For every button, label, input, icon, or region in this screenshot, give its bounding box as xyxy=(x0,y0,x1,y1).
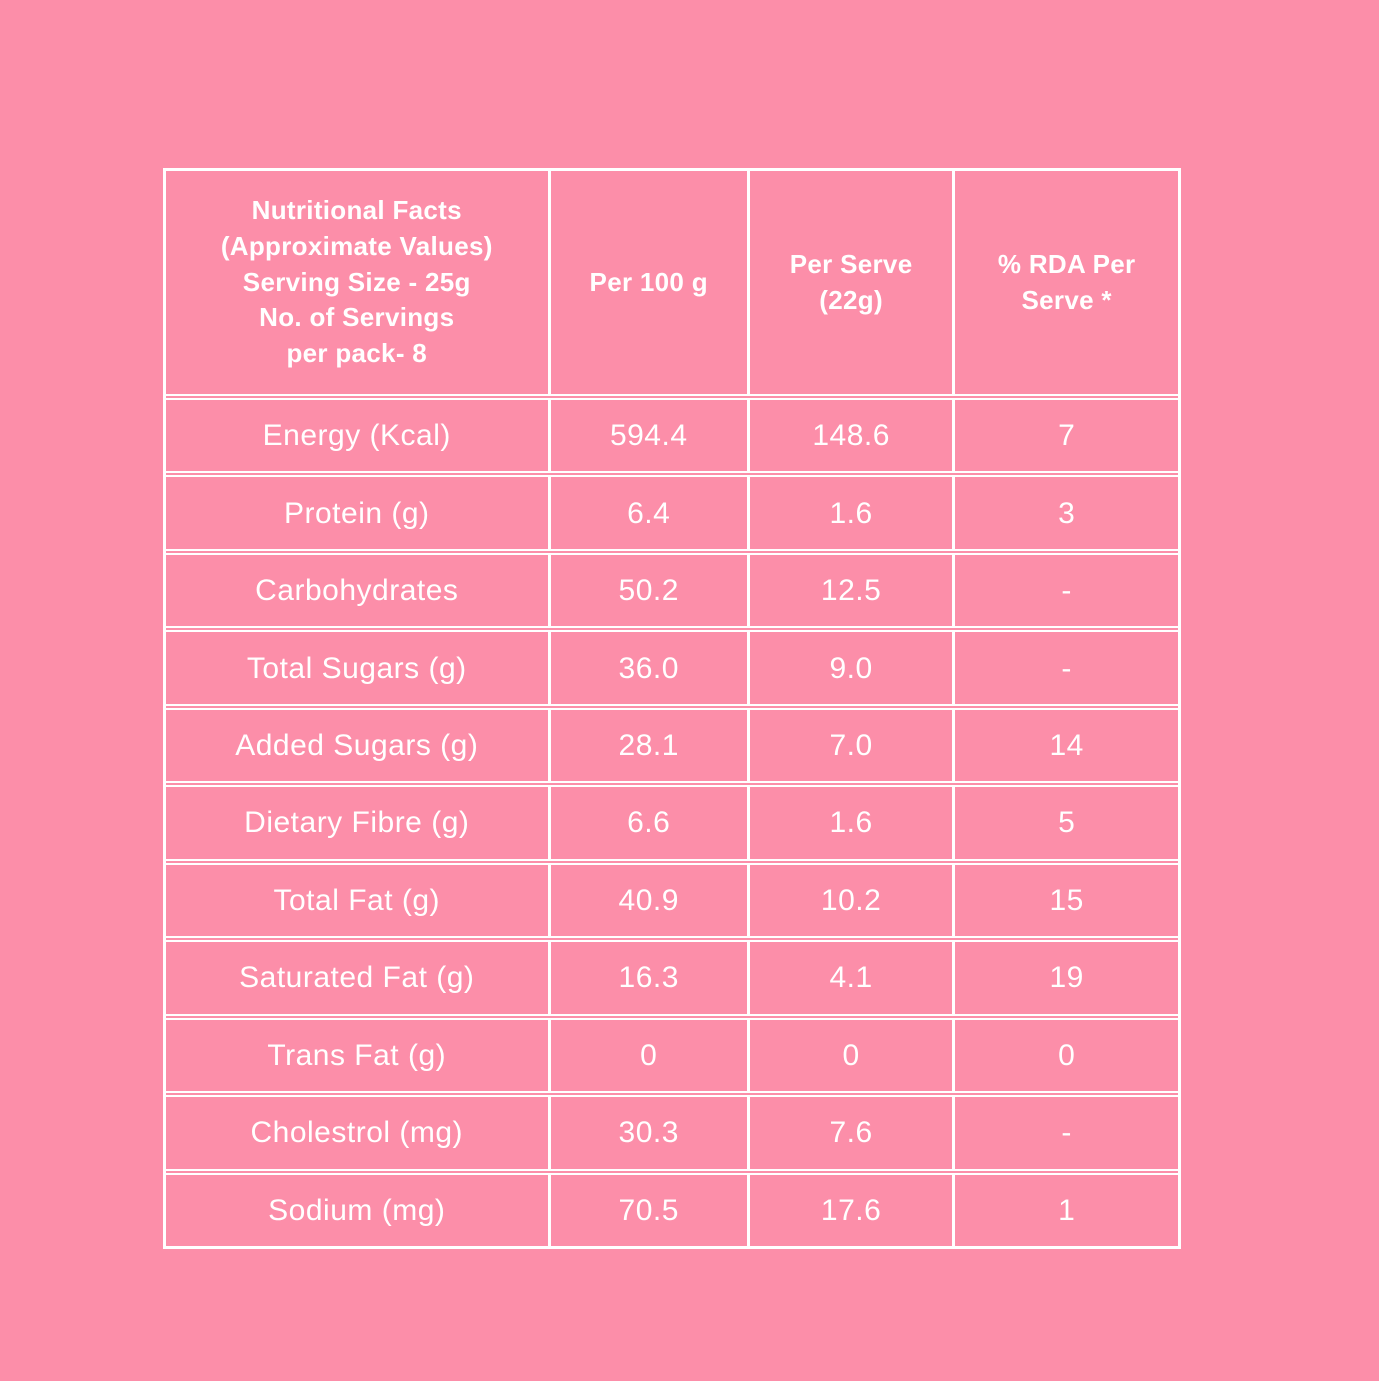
rda-value-cell: 7 xyxy=(1058,419,1076,453)
per-100g-value-cell: 40.9 xyxy=(551,864,750,937)
table-row: Protein (g) 6.4 1.6 3 xyxy=(166,475,1178,551)
per-serve-value-cell: 1.6 xyxy=(750,787,956,859)
rda-value-cell: 14 xyxy=(1049,729,1084,763)
per-serve-value-cell: 10.2 xyxy=(750,864,956,937)
nutrient-label-cell: Total Sugars (g) xyxy=(166,632,551,704)
per-serve-value-cell: 7.0 xyxy=(750,709,956,782)
per-serve-value-cell: 4.1 xyxy=(750,942,956,1014)
rda-value-cell: 19 xyxy=(1049,961,1084,995)
rda-value-cell: 15 xyxy=(1049,883,1084,917)
table-row: Sodium (mg) 70.5 17.6 1 xyxy=(166,1172,1178,1246)
nutrient-label-cell: Dietary Fibre (g) xyxy=(166,787,551,859)
header-info-cell: Nutritional Facts (Approximate Values) S… xyxy=(166,171,551,394)
per-serve-value-cell: 17.6 xyxy=(750,1174,956,1246)
per-serve-value-cell: 7.6 xyxy=(750,1097,956,1169)
nutrition-facts-table: Nutritional Facts (Approximate Values) S… xyxy=(163,168,1181,1249)
per-serve-value-cell: 148.6 xyxy=(750,400,956,472)
header-per-serve-cell: Per Serve (22g) xyxy=(750,171,956,394)
nutrient-label-cell: Added Sugars (g) xyxy=(166,709,551,782)
per-100g-value-cell: 70.5 xyxy=(551,1174,750,1246)
nutrient-label-cell: Energy (Kcal) xyxy=(166,400,551,472)
rda-value-cell: 0 xyxy=(1058,1038,1076,1072)
rda-value-cell: 1 xyxy=(1058,1193,1076,1227)
table-row: Trans Fat (g) 0 0 0 xyxy=(166,1017,1178,1094)
per-serve-value-cell: 9.0 xyxy=(750,632,956,704)
nutrient-label-cell: Cholestrol (mg) xyxy=(166,1097,551,1169)
nutrient-label-cell: Protein (g) xyxy=(166,477,551,549)
per-serve-value-cell: 0 xyxy=(750,1019,956,1092)
table-row: Carbohydrates 50.2 12.5 - xyxy=(166,552,1178,629)
per-100g-value-cell: 594.4 xyxy=(551,400,750,472)
per-serve-value-cell: 12.5 xyxy=(750,554,956,627)
per-serve-value-cell: 1.6 xyxy=(750,477,956,549)
rda-value-cell: - xyxy=(1061,651,1072,685)
nutrient-label-cell: Trans Fat (g) xyxy=(166,1019,551,1092)
rda-value-cell: 3 xyxy=(1058,496,1076,530)
table-row: Total Fat (g) 40.9 10.2 15 xyxy=(166,862,1178,939)
table-header-row: Nutritional Facts (Approximate Values) S… xyxy=(166,171,1178,396)
per-100g-value-cell: 16.3 xyxy=(551,942,750,1014)
per-100g-value-cell: 6.6 xyxy=(551,787,750,859)
per-100g-value-cell: 30.3 xyxy=(551,1097,750,1169)
per-100g-value-cell: 6.4 xyxy=(551,477,750,549)
table-row: Dietary Fibre (g) 6.6 1.6 5 xyxy=(166,785,1178,861)
table-row: Saturated Fat (g) 16.3 4.1 19 xyxy=(166,940,1178,1016)
table-row: Cholestrol (mg) 30.3 7.6 - xyxy=(166,1095,1178,1171)
rda-value-cell: 5 xyxy=(1058,806,1076,840)
nutrient-label-cell: Saturated Fat (g) xyxy=(166,942,551,1014)
table-row: Energy (Kcal) 594.4 148.6 7 xyxy=(166,398,1178,474)
header-rda-cell: % RDA Per Serve * xyxy=(997,248,1136,315)
per-100g-value-cell: 28.1 xyxy=(551,709,750,782)
per-100g-value-cell: 50.2 xyxy=(551,554,750,627)
table-row: Total Sugars (g) 36.0 9.0 - xyxy=(166,630,1178,706)
per-100g-value-cell: 36.0 xyxy=(551,632,750,704)
rda-value-cell: - xyxy=(1061,1116,1072,1150)
table-row: Added Sugars (g) 28.1 7.0 14 xyxy=(166,707,1178,784)
per-100g-value-cell: 0 xyxy=(551,1019,750,1092)
nutrient-label-cell: Carbohydrates xyxy=(166,554,551,627)
nutrient-label-cell: Total Fat (g) xyxy=(166,864,551,937)
rda-value-cell: - xyxy=(1061,574,1072,608)
header-per-100g-cell: Per 100 g xyxy=(551,171,750,394)
nutrient-label-cell: Sodium (mg) xyxy=(166,1174,551,1246)
